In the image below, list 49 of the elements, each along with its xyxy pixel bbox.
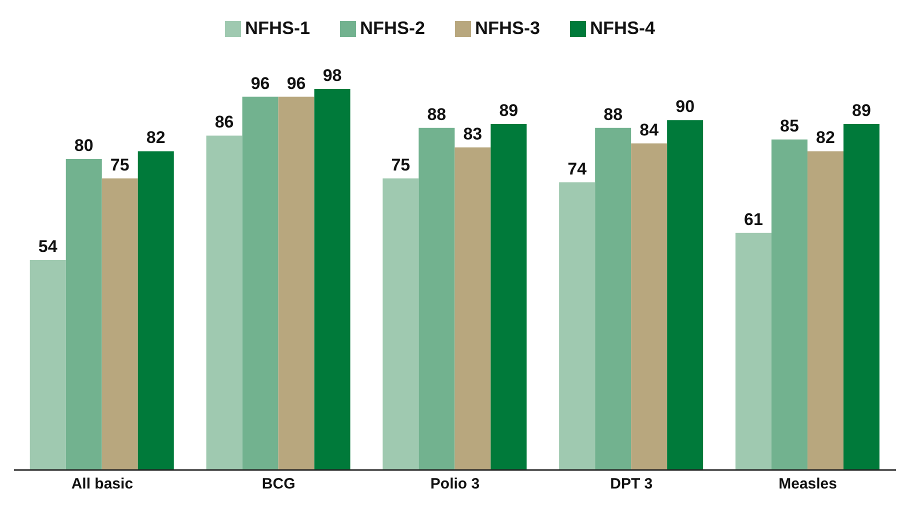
bar <box>559 182 596 470</box>
x-tick-label: DPT 3 <box>610 476 653 493</box>
bar <box>667 120 704 470</box>
bar <box>314 89 350 470</box>
data-label: 88 <box>427 104 446 124</box>
data-label: 89 <box>852 100 871 120</box>
bar <box>382 178 419 470</box>
data-label: 61 <box>744 210 763 229</box>
x-tick-label: BCG <box>262 476 296 493</box>
bar <box>138 151 174 470</box>
data-label: 80 <box>74 136 94 155</box>
bar <box>843 124 880 470</box>
bar <box>735 232 772 470</box>
bar <box>631 143 668 470</box>
bar <box>30 260 66 470</box>
legend-label: NFHS-1 <box>244 18 310 38</box>
bar <box>595 128 632 470</box>
data-label: 89 <box>499 100 518 120</box>
data-label: 54 <box>38 237 58 256</box>
bar <box>490 124 527 470</box>
data-label: 82 <box>816 128 835 148</box>
bar <box>418 128 455 470</box>
data-label: 96 <box>286 74 306 93</box>
x-tick-label: Measles <box>778 476 837 493</box>
legend-label: NFHS-4 <box>590 18 656 38</box>
bar <box>206 136 242 470</box>
bar <box>454 147 491 470</box>
data-label: 96 <box>250 74 270 93</box>
data-label: 83 <box>463 124 482 144</box>
bar <box>102 178 138 470</box>
legend-label: NFHS-2 <box>360 18 425 38</box>
data-label: 75 <box>110 155 130 174</box>
data-label: 86 <box>214 112 234 132</box>
bar <box>66 158 102 470</box>
data-label: 84 <box>640 120 660 140</box>
bar <box>807 151 844 470</box>
legend-label: NFHS-3 <box>475 18 540 38</box>
data-label: 85 <box>780 116 799 136</box>
data-label: 98 <box>322 66 342 85</box>
x-tick-label: Polio 3 <box>430 476 480 493</box>
bar <box>278 96 314 470</box>
data-label: 82 <box>146 128 166 148</box>
x-tick-label: All basic <box>71 476 134 493</box>
bar <box>242 96 278 470</box>
data-label: 75 <box>391 155 410 174</box>
data-label: 74 <box>568 159 588 178</box>
data-label: 88 <box>604 104 623 124</box>
data-label: 90 <box>676 97 695 116</box>
bar <box>771 140 808 470</box>
